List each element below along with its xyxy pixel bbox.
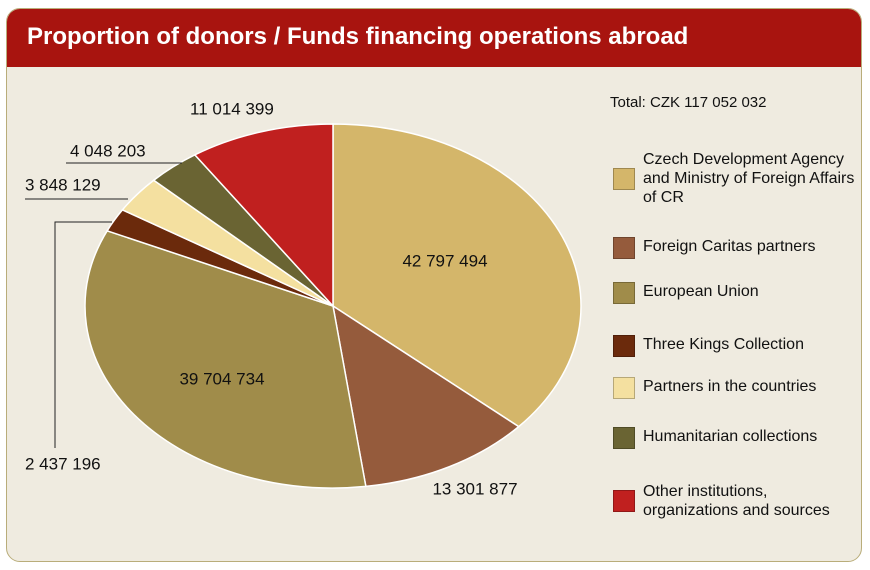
- legend-label: Humanitarian collections: [643, 428, 818, 445]
- legend-swatch: [613, 377, 635, 399]
- pie-slice: [193, 123, 334, 308]
- data-label: 13 301 877: [432, 479, 517, 498]
- data-label: 2 437 196: [25, 454, 101, 473]
- chart-title: Proportion of donors / Funds financing o…: [27, 23, 689, 50]
- data-label: 39 704 734: [179, 369, 264, 388]
- legend-swatch: [613, 168, 635, 190]
- legend-label: Partners in the countries: [643, 378, 817, 395]
- legend-swatch: [613, 282, 635, 304]
- data-label: 3 848 129: [25, 175, 101, 194]
- legend-label: Three Kings Collection: [643, 336, 804, 353]
- data-label: 4 048 203: [70, 141, 146, 160]
- leader-line: [54, 221, 112, 448]
- legend-label: Other institutions, organizations and so…: [643, 483, 830, 519]
- data-label: 11 014 399: [190, 99, 274, 118]
- pie-slice: [332, 123, 582, 428]
- legend-label: Foreign Caritas partners: [643, 238, 816, 255]
- legend-swatch: [613, 427, 635, 449]
- pie-slice: [331, 304, 520, 488]
- data-label: 42 797 494: [402, 251, 487, 270]
- total: Total: CZK 117 052 032: [610, 94, 767, 111]
- header: Proportion of donors / Funds financing o…: [7, 9, 861, 67]
- legend-swatch: [613, 490, 635, 512]
- legend-swatch: [613, 335, 635, 357]
- legend-label: Czech Development Agency and Ministry of…: [643, 151, 855, 206]
- pie-slice: [84, 229, 367, 489]
- legend-swatch: [613, 237, 635, 259]
- legend-label: European Union: [643, 283, 759, 300]
